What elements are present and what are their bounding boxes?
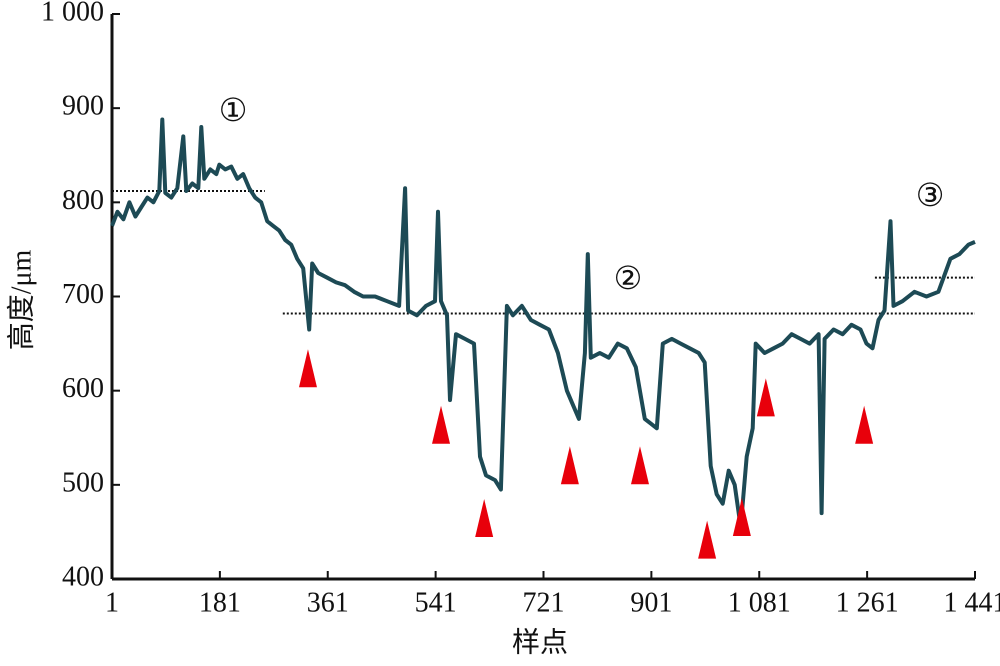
- x-tick-label: 901: [630, 587, 672, 618]
- minimum-marker: [298, 349, 317, 388]
- minimum-marker: [630, 446, 649, 485]
- x-axis-label: 样点: [512, 626, 568, 658]
- x-tick-label: 1 081: [728, 587, 791, 618]
- minimum-marker: [756, 378, 775, 417]
- annotation: ③: [916, 177, 945, 213]
- minimum-marker: [855, 405, 874, 444]
- x-tick-label: 181: [199, 587, 241, 618]
- annotation: ①: [219, 92, 248, 128]
- data-line: [110, 117, 976, 530]
- y-tick-label: 900: [62, 91, 104, 122]
- annotation: ②: [614, 260, 643, 296]
- x-tick-label: 1 441: [944, 587, 1000, 618]
- minimum-marker: [732, 498, 751, 537]
- y-tick-label: 700: [62, 279, 104, 310]
- x-tick-label: 1: [105, 587, 119, 618]
- y-tick-label: 800: [62, 185, 104, 216]
- minimum-marker: [698, 520, 717, 559]
- minimum-marker: [475, 498, 494, 537]
- minimum-marker: [560, 446, 579, 485]
- y-tick-label: 500: [62, 467, 104, 498]
- minimum-marker: [432, 405, 451, 444]
- y-tick-label: 600: [62, 373, 104, 404]
- y-tick-label: 1 000: [41, 0, 104, 27]
- x-tick-label: 721: [523, 587, 565, 618]
- x-tick-label: 1 261: [836, 587, 899, 618]
- y-tick-label: 400: [62, 561, 104, 592]
- x-tick-label: 361: [307, 587, 349, 618]
- x-tick-label: 541: [415, 587, 457, 618]
- y-axis-label: 高度/μm: [5, 249, 37, 350]
